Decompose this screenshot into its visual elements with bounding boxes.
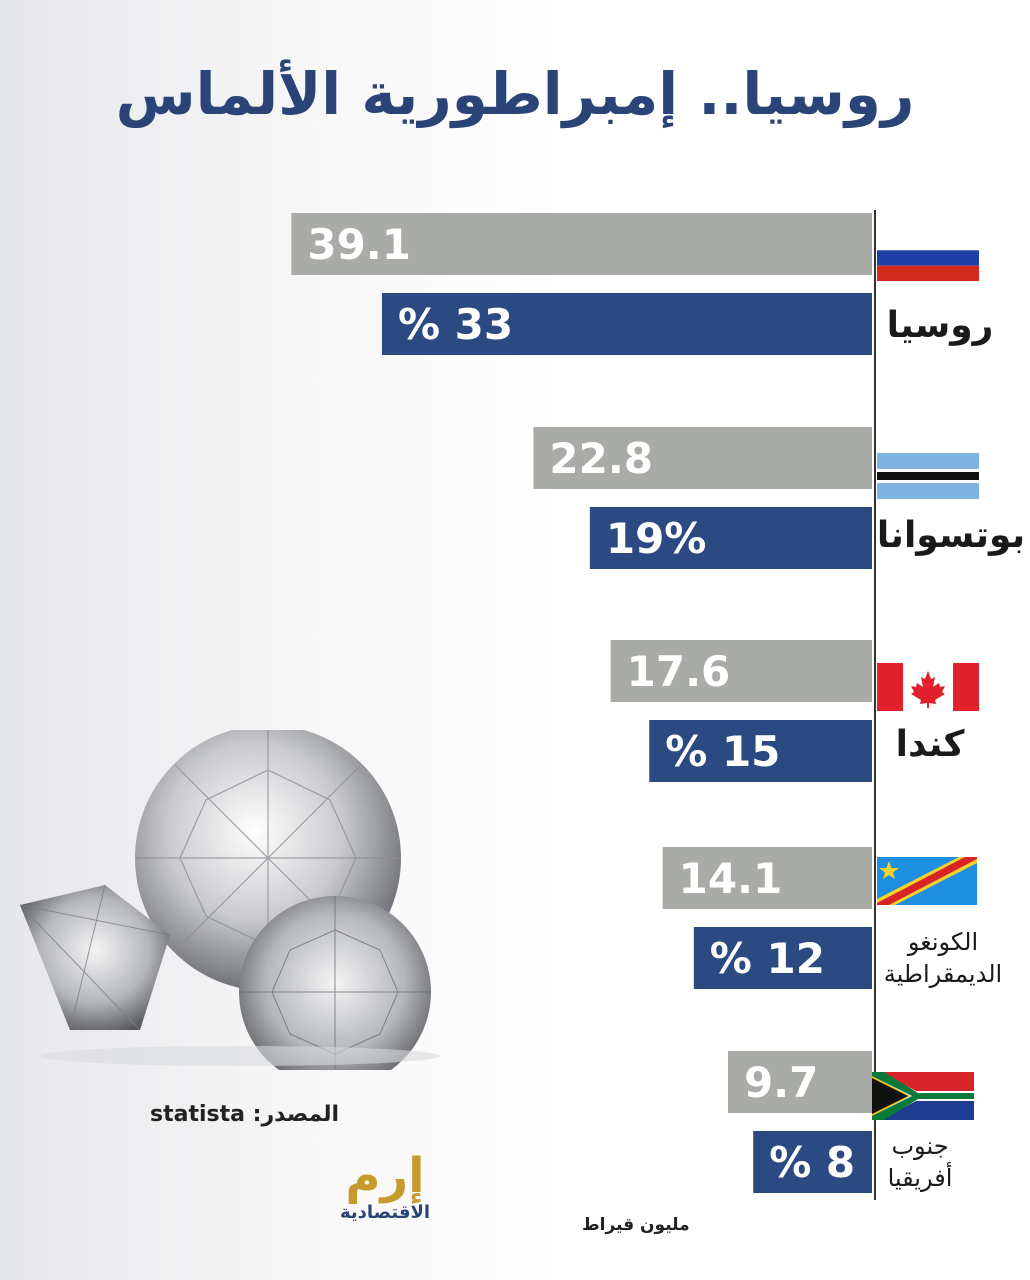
bar-production-4: [727, 1051, 872, 1113]
bar-production-1: [533, 427, 872, 489]
logo-mark: إرم: [345, 1148, 425, 1204]
bar-production-3: [662, 847, 872, 909]
bar-label-production-0: 39.1: [307, 220, 411, 269]
diamonds-image: [19, 730, 440, 1070]
russia-flag-icon: [877, 235, 979, 281]
canada-flag-icon: [877, 663, 979, 711]
south-africa-flag-icon: [872, 1072, 974, 1120]
bar-share-0: [381, 293, 872, 355]
botswana-flag-icon: [877, 453, 979, 499]
country-label-drc-line2: الديمقراطية: [883, 960, 1003, 988]
drc-flag-icon: [877, 857, 977, 905]
country-label-sa-line2: أفريقيا: [887, 1164, 953, 1192]
logo-subtitle: الاقتصادية: [339, 1202, 431, 1223]
bar-label-share-1: 19%: [606, 514, 707, 563]
bar-label-production-2: 17.6: [627, 647, 731, 696]
bar-share-3: [693, 927, 872, 989]
logo: إرم الاقتصادية: [335, 1150, 435, 1223]
bar-label-share-0: % 33: [398, 300, 513, 349]
country-label-canada: كندا: [895, 724, 965, 765]
bar-share-4: [753, 1131, 872, 1193]
bar-label-production-1: 22.8: [549, 434, 653, 483]
bar-share-2: [649, 720, 872, 782]
country-label-south-africa: جنوب أفريقيا: [860, 1130, 980, 1194]
country-label-drc-line1: الكونغو: [907, 928, 979, 956]
bar-label-production-3: 14.1: [679, 854, 783, 903]
bar-label-share-4: % 8: [769, 1138, 855, 1187]
country-label-drc: الكونغو الديمقراطية: [868, 926, 1018, 990]
bar-label-share-3: % 12: [710, 934, 825, 983]
unit-label: مليون قيراط: [582, 1215, 690, 1235]
source-note: المصدر: statista: [150, 1102, 340, 1127]
bar-production-0: [291, 213, 872, 275]
bar-label-share-2: % 15: [665, 727, 780, 776]
country-label-sa-line1: جنوب: [891, 1132, 949, 1160]
bar-share-1: [589, 507, 872, 569]
chart-title: روسيا.. إمبراطورية الألماس: [115, 60, 915, 128]
bar-production-2: [610, 640, 872, 702]
bar-label-production-4: 9.7: [744, 1058, 818, 1107]
country-label-russia: روسيا: [886, 305, 994, 346]
country-label-botswana: بوتسوانا: [876, 515, 1026, 556]
